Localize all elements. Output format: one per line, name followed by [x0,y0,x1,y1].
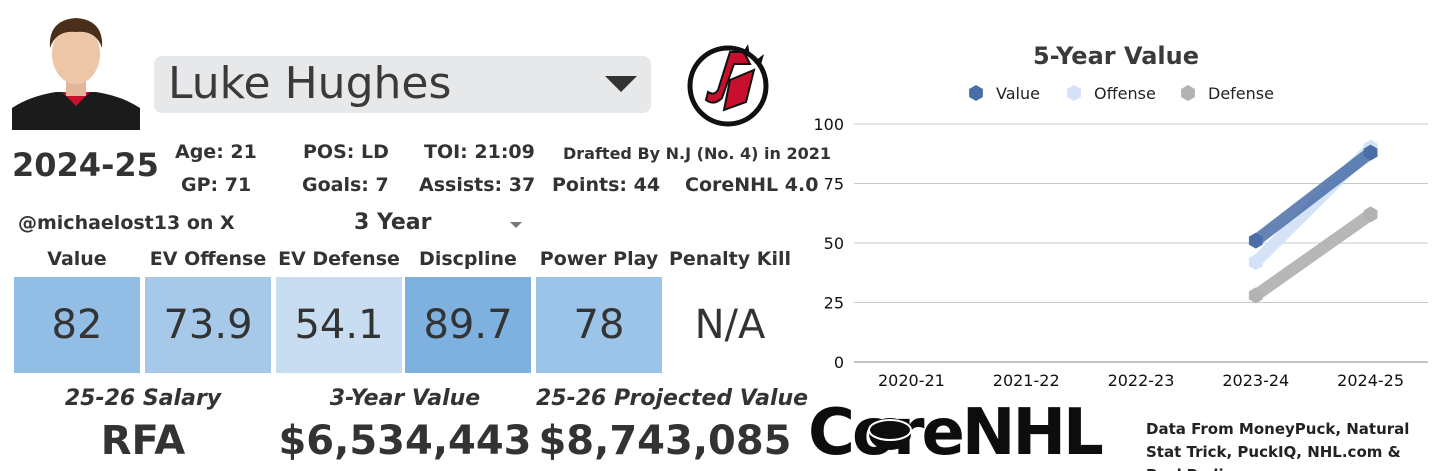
chevron-down-icon[interactable] [510,222,522,228]
data-point-offense [1248,254,1263,270]
y-tick-label: 100 [813,115,844,134]
x-axis: 2020-21 2021-22 2022-23 2023-24 2024-25 [878,371,1404,390]
player-name: Luke Hughes [168,58,452,109]
data-point-defense [1248,287,1263,304]
metric-tile-ev-defense: 54.1 [276,277,402,373]
metric-label-ev-offense: EV Offense [149,248,267,270]
metric-tile-power-play: 78 [536,277,662,373]
y-tick-label: 0 [834,353,844,372]
player-select-dropdown[interactable]: Luke Hughes [154,56,651,113]
five-year-value-chart: 5-Year Value Value Offense Defense 0 25 50 75… [806,36,1446,396]
metric-tile-ev-offense: 73.9 [145,277,271,373]
three-year-value-label: 3-Year Value [329,386,481,411]
x-tick-label: 2023-24 [1222,371,1289,390]
y-tick-label: 50 [824,234,844,253]
y-tick-label: 25 [824,294,844,313]
stat-pos: POS: LD [303,141,389,163]
metric-label-penalty-kill: Penalty Kill [668,248,791,270]
stat-drafted: Drafted By N.J (No. 4) in 2021 [563,144,831,163]
series-line-value [1249,146,1377,247]
legend-marker [1067,85,1081,101]
chevron-down-icon[interactable] [605,76,637,92]
author-handle: @michaelost13 on X [18,212,235,234]
legend-label: Defense [1208,84,1274,103]
window-select-dropdown[interactable]: 3 Year [330,208,530,240]
legend-marker [1181,85,1195,101]
legend-marker [969,85,983,101]
player-photo [12,10,140,130]
data-point-value [1363,144,1378,161]
stat-version: CoreNHL 4.0 [685,174,819,196]
x-tick-label: 2022-23 [1108,371,1175,390]
metric-label-discipline: Discpline [419,248,517,270]
y-axis: 0 25 50 75 100 [813,115,844,372]
metric-tile-penalty-kill: N/A [667,277,793,373]
data-point-defense [1363,206,1378,223]
stat-goals: Goals: 7 [302,174,389,196]
metric-label-ev-defense: EV Defense [278,248,400,270]
stat-toi: TOI: 21:09 [424,141,535,163]
data-point-value [1248,232,1263,249]
legend-label: Offense [1094,84,1156,103]
chart-series [1248,139,1378,304]
chart-title: 5-Year Value [1033,42,1199,70]
corenhl-wordmark: CoreNHL [808,398,1103,462]
metric-label-power-play: Power Play [539,248,659,270]
metric-tile-discipline: 89.7 [405,277,531,373]
corenhl-logo: CoreNHL [808,396,1128,470]
legend-label: Value [996,84,1040,103]
stat-gp: GP: 71 [181,174,252,196]
x-tick-label: 2021-22 [993,371,1060,390]
projected-value-label: 25-26 Projected Value [536,386,809,411]
salary-value: RFA [100,418,186,464]
window-select-label: 3 Year [354,210,432,235]
three-year-value: $6,534,443 [278,418,532,464]
data-credits: Data From MoneyPuck, Natural Stat Trick,… [1146,420,1410,471]
metric-tile-value: 82 [14,277,140,373]
series-line-defense [1249,208,1377,302]
projected-value: $8,743,085 [538,418,792,464]
x-tick-label: 2024-25 [1337,371,1404,390]
stat-age: Age: 21 [175,141,257,163]
season-label: 2024-25 [12,146,159,184]
x-tick-label: 2020-21 [878,371,945,390]
stat-assists: Assists: 37 [419,174,536,196]
metric-label-value: Value [47,248,107,270]
chart-grid [854,123,1428,363]
salary-label: 25-26 Salary [64,386,222,411]
devils-logo [684,40,772,128]
y-tick-label: 75 [824,175,844,194]
chart-legend: Value Offense Defense [969,84,1274,103]
stat-points: Points: 44 [552,174,661,196]
